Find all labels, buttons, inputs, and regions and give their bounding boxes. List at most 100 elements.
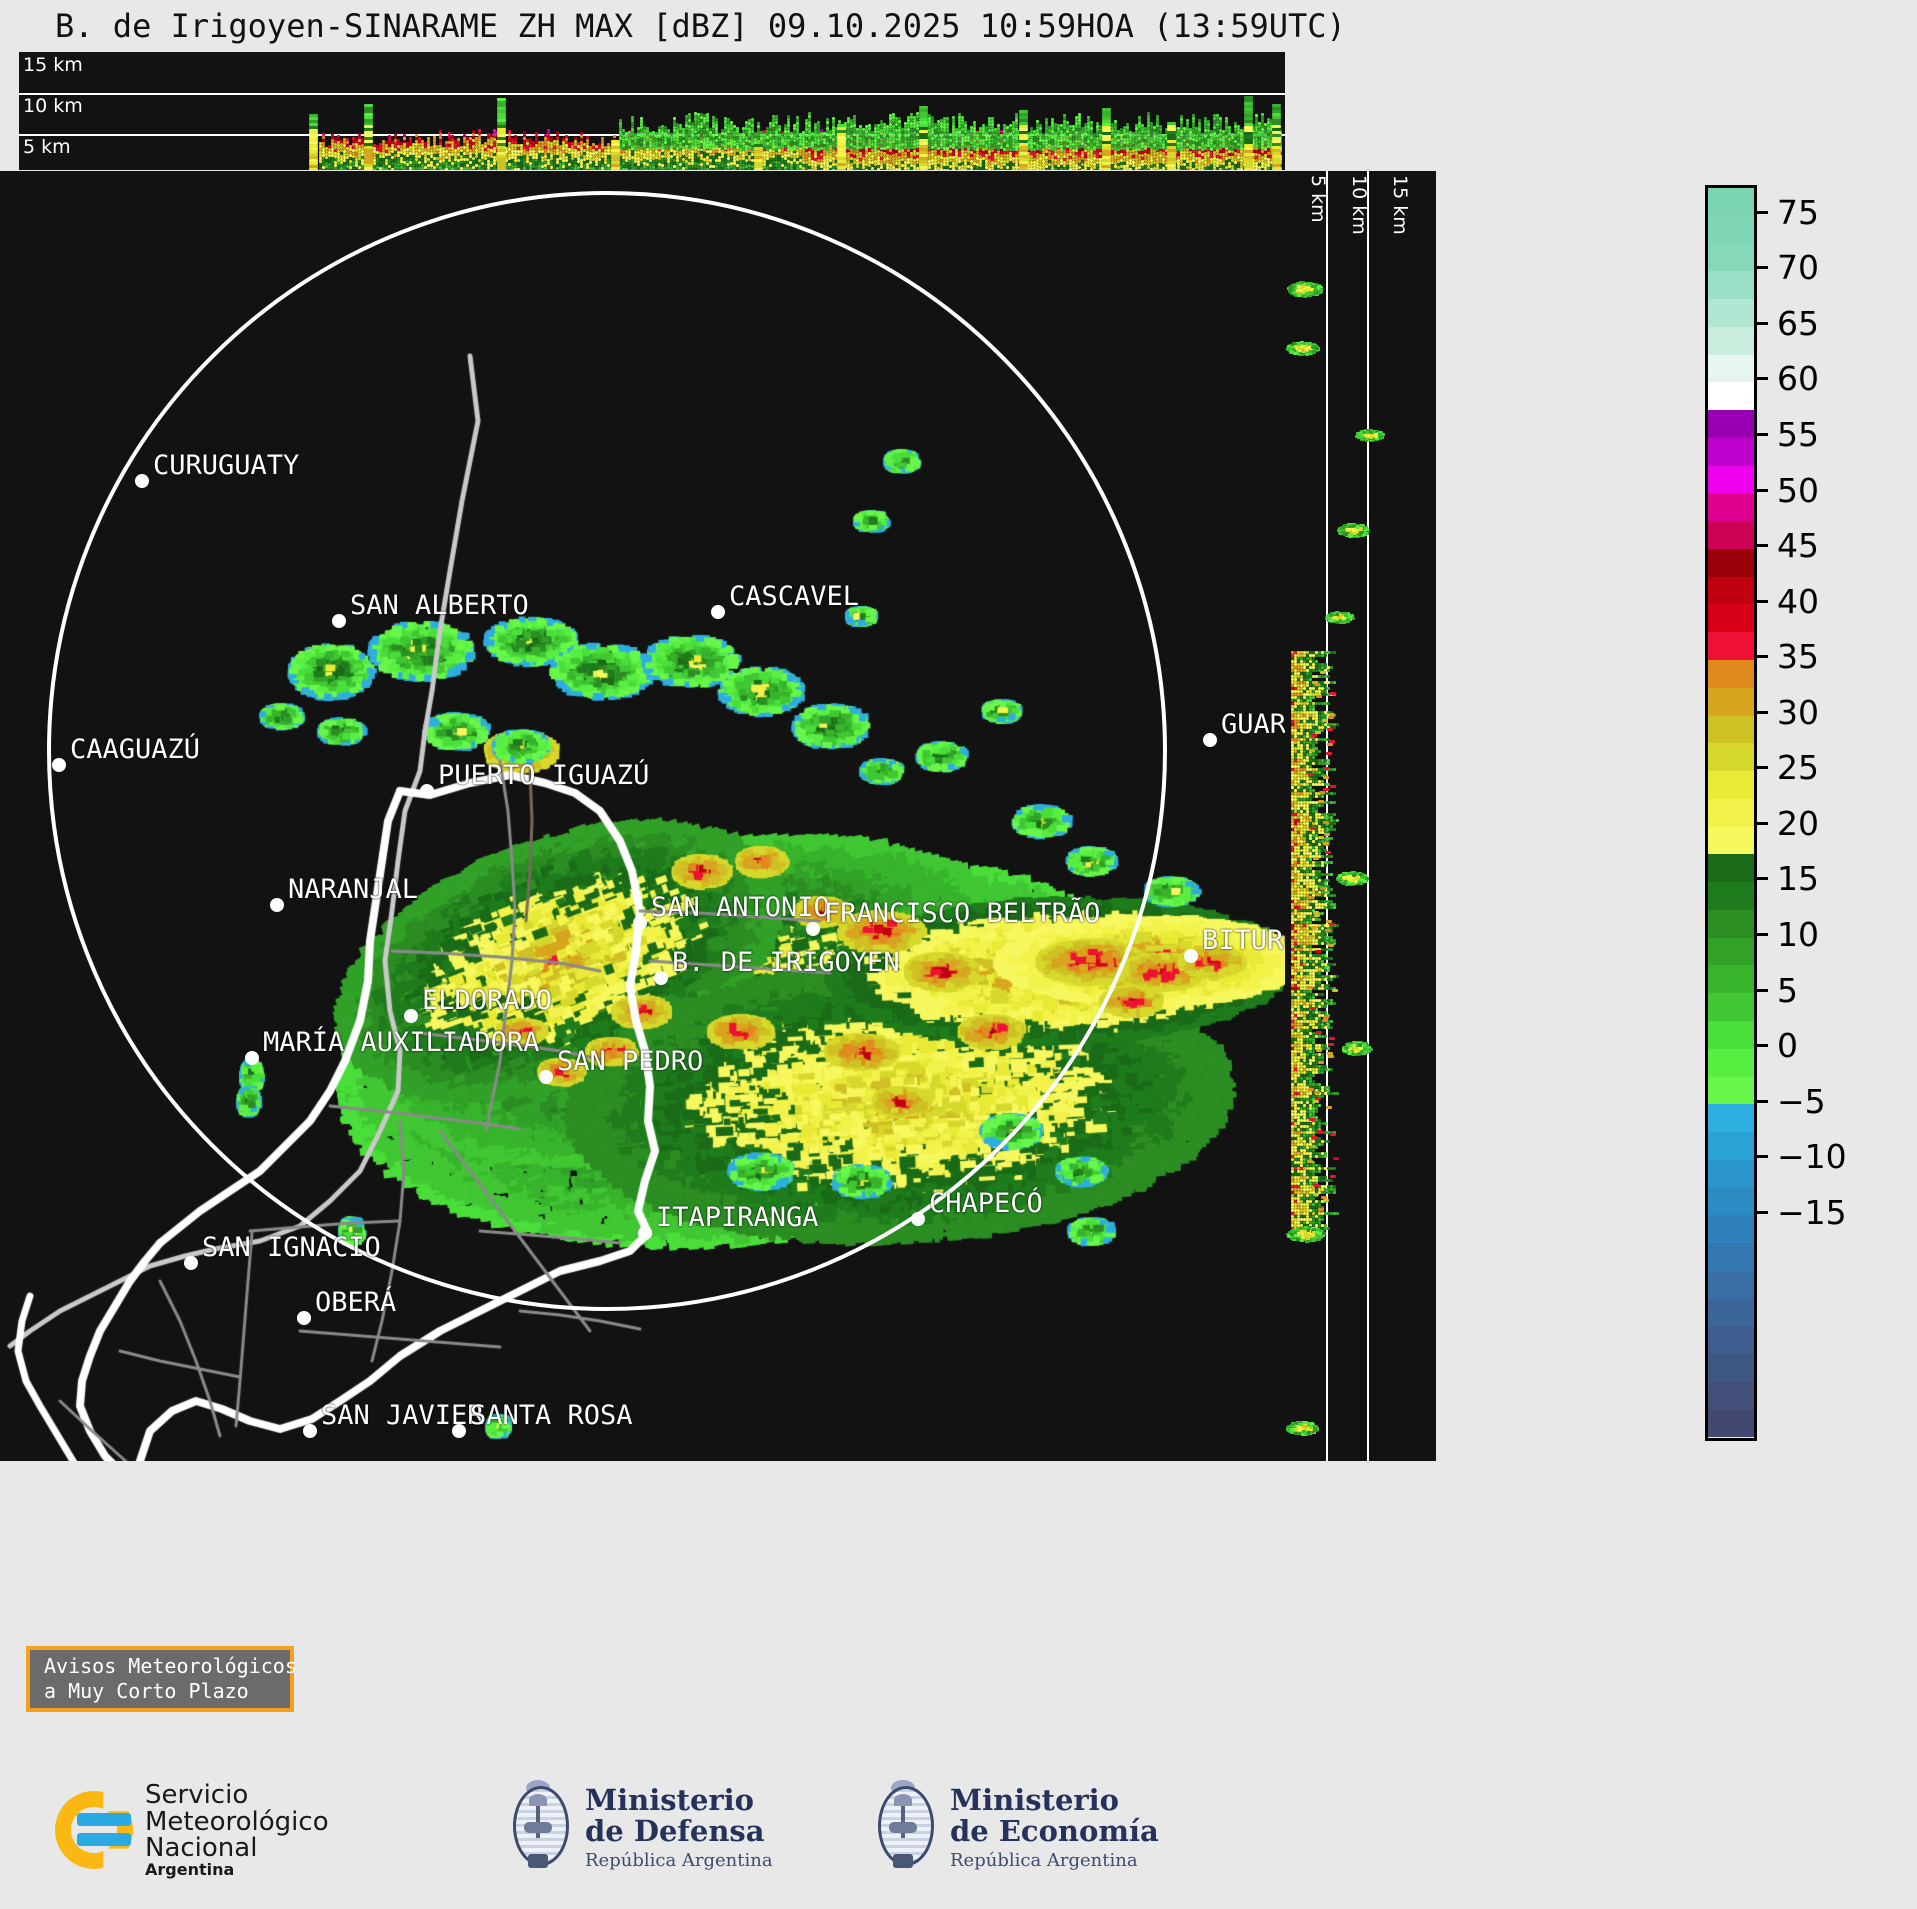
echo-pixel — [439, 163, 442, 167]
echo-pixel — [373, 153, 376, 157]
echo-pixel — [424, 169, 427, 170]
echo-pixel — [454, 160, 457, 164]
echo-pixel — [334, 151, 337, 155]
echo-pixel — [565, 144, 568, 148]
echo-pixel — [556, 139, 559, 143]
echo-pixel — [514, 149, 517, 153]
echo-pixel — [574, 157, 577, 161]
echo-pixel — [337, 146, 340, 150]
echo-pixel — [514, 167, 517, 170]
echo-pixel — [325, 155, 328, 159]
echo-pixel — [382, 142, 385, 146]
echo-pixel — [328, 165, 331, 169]
echo-pixel — [478, 159, 481, 163]
echo-pixel — [352, 148, 355, 152]
xsec-gridline-10km — [19, 93, 1285, 95]
echo-pixel — [394, 133, 397, 137]
echo-pixel — [553, 142, 556, 146]
echo-pixel — [358, 168, 361, 170]
echo-pixel — [568, 141, 571, 145]
echo-pixel — [598, 161, 601, 165]
echo-pixel — [529, 144, 532, 148]
echo-pixel — [331, 157, 334, 161]
echo-pixel — [394, 154, 397, 158]
echo-pixel — [466, 149, 469, 153]
echo-pixel — [406, 157, 409, 161]
echo-pixel — [343, 165, 346, 169]
echo-pixel — [475, 152, 478, 156]
echo-pixel — [607, 158, 610, 162]
top-cross-section-panel: 15 km 10 km 5 km — [19, 52, 1285, 170]
echo-pixel — [409, 157, 412, 161]
echo-pixel — [352, 154, 355, 158]
echo-pixel — [550, 166, 553, 170]
echo-pixel — [598, 164, 601, 168]
echo-pixel — [337, 149, 340, 153]
echo-pixel — [409, 136, 412, 140]
echo-pixel — [493, 159, 496, 163]
echo-pixel — [565, 141, 568, 145]
echo-pixel — [355, 160, 358, 164]
echo-pixel — [514, 161, 517, 165]
echo-pixel — [559, 151, 562, 155]
echo-pixel — [541, 146, 544, 150]
echo-pixel — [448, 149, 451, 153]
echo-pixel — [400, 163, 403, 167]
echo-pixel — [346, 141, 349, 145]
echo-pixel — [349, 169, 352, 170]
echo-pixel — [490, 134, 493, 138]
echo-pixel — [391, 165, 394, 169]
echo-pixel — [598, 167, 601, 170]
echo-pixel — [397, 160, 400, 164]
echo-pixel — [487, 150, 490, 154]
echo-pixel — [325, 149, 328, 153]
echo-pixel — [556, 136, 559, 140]
echo-pixel — [343, 141, 346, 145]
echo-pixel — [520, 162, 523, 166]
echo-pixel — [490, 164, 493, 168]
echo-pixel — [571, 148, 574, 152]
echo-pixel — [550, 160, 553, 164]
echo-pixel — [589, 166, 592, 170]
echo-pixel — [451, 135, 454, 139]
echo-pixel — [322, 157, 325, 161]
echo-pixel — [448, 167, 451, 170]
echo-pixel — [472, 129, 475, 133]
echo-pixel — [490, 140, 493, 144]
echo-pixel — [415, 166, 418, 170]
echo-pixel — [328, 159, 331, 163]
echo-pixel — [508, 159, 511, 163]
echo-pixel — [328, 168, 331, 170]
echo-pixel — [517, 155, 520, 159]
echo-pixel — [352, 157, 355, 161]
echo-pixel — [511, 146, 514, 150]
echo-pixel — [484, 147, 487, 151]
echo-pixel — [433, 141, 436, 145]
echo-pixel — [433, 147, 436, 151]
echo-pixel — [547, 150, 550, 154]
echo-pixel — [535, 155, 538, 159]
echo-pixel — [559, 166, 562, 170]
echo-pixel — [478, 129, 481, 133]
echo-pixel — [526, 157, 529, 161]
echo-pixel — [331, 151, 334, 155]
echo-pixel — [601, 164, 604, 168]
echo-pixel — [523, 146, 526, 150]
echo-pixel — [433, 135, 436, 139]
echo-pixel — [331, 166, 334, 170]
echo-pixel — [451, 147, 454, 151]
echo-pixel — [469, 158, 472, 162]
echo-pixel — [394, 151, 397, 155]
echo-pixel — [478, 132, 481, 136]
echo-pixel — [505, 158, 508, 162]
echo-pixel — [475, 161, 478, 165]
echo-pixel — [391, 147, 394, 151]
echo-pixel — [562, 159, 565, 163]
echo-pixel — [487, 141, 490, 145]
echo-pixel — [481, 150, 484, 154]
echo-pixel — [487, 135, 490, 139]
echo-pixel — [469, 152, 472, 156]
echo-pixel — [460, 157, 463, 161]
echo-pixel — [598, 149, 601, 153]
echo-pixel — [418, 145, 421, 149]
